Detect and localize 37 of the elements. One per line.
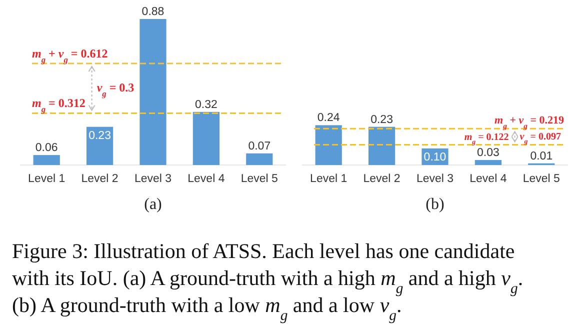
data-label: 0.24 [317,112,340,124]
bar [140,19,166,165]
text: (b) [426,196,444,213]
ref-line-label: m$_{g}$ + v$_{g}$ = 0.612 [32,46,108,64]
ref-line-label: m$_{g}$ = 0.312 [32,96,86,114]
x-tick-label: Level 4 [188,173,226,185]
x-tick-label: Level 2 [81,173,118,185]
x-tick-label: Level 1 [310,173,348,185]
data-label: 0.23 [88,130,111,142]
data-label: 0.88 [142,6,164,18]
data-label: 0.10 [424,151,446,164]
text: (a) [144,196,162,213]
ref-line-label: m$_{g}$ = 0.122 [464,132,509,146]
annotation: v$_{g}$ = 0.3 [96,80,134,98]
data-label: 0.06 [35,142,58,154]
bar [368,126,396,165]
data-label: 0.07 [248,140,271,152]
text: Figure 3: Illustration of ATSS. Each level has one candidate with its IoU. (a) A ground-truth with a high m$_{g}$ and a high v$_{g}$. (b) A ground-truth with a low m$_{g}$ and a low v$_{g}$. [12,239,524,324]
bar [192,112,220,165]
data-label: 0.01 [530,150,553,162]
bar [33,155,60,165]
bar [246,153,273,165]
x-tick-label: Level 3 [416,173,454,185]
x-tick-label: Level 3 [134,173,172,185]
bar [315,125,342,165]
data-label: 0.03 [477,147,500,160]
x-tick-label: Level 1 [28,173,66,185]
bar [86,126,114,165]
data-label: 0.23 [370,114,393,126]
data-label: 0.32 [195,98,218,111]
x-tick-label: Level 4 [470,173,508,185]
x-tick-label: Level 5 [240,173,278,185]
x-tick-label: Level 2 [363,173,400,185]
x-tick-label: Level 5 [522,173,560,185]
ref-line-label: m$_{g}$ + v$_{g}$ = 0.219 [494,114,564,130]
annotation: v$_{g}$ = 0.097 [520,132,561,146]
bar [474,160,502,165]
